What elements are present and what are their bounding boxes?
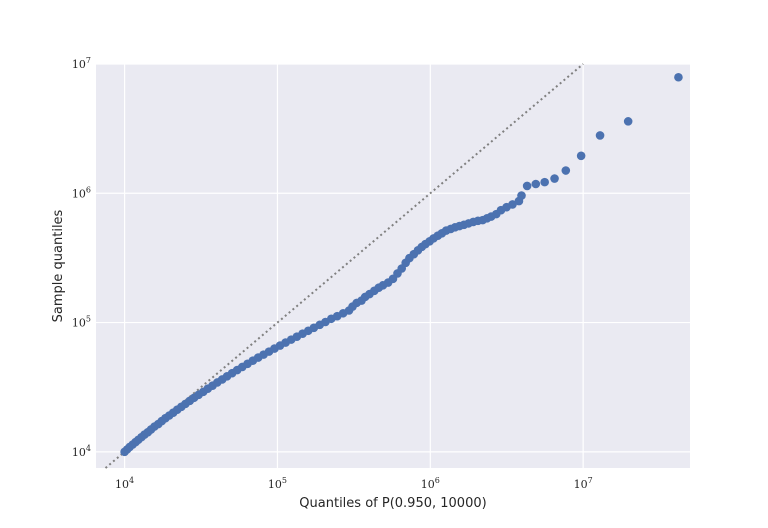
x-tick-label: 106 — [421, 476, 440, 491]
data-point — [561, 166, 571, 175]
data-point — [550, 174, 559, 183]
y-tick-label: 104 — [72, 444, 91, 459]
data-point — [517, 191, 526, 200]
data-point — [531, 179, 541, 189]
x-tick-labels: 104 105 106 107 — [115, 476, 593, 491]
data-point — [674, 72, 683, 82]
data-point — [595, 131, 605, 140]
reference-line — [104, 63, 584, 469]
data-point — [508, 200, 517, 209]
x-tick-label: 105 — [268, 476, 287, 491]
data-point — [540, 177, 549, 187]
data-point — [623, 117, 633, 126]
y-tick-label: 106 — [72, 185, 91, 200]
y-tick-labels: 104 105 106 107 — [72, 56, 91, 459]
y-axis-label: Sample quantiles — [51, 209, 66, 322]
data-points — [120, 72, 683, 457]
reference-line-group — [104, 63, 584, 469]
x-tick-label: 107 — [574, 476, 593, 491]
data-point — [576, 151, 586, 161]
y-tick-label: 107 — [72, 56, 91, 71]
x-axis-label: Quantiles of P(0.950, 10000) — [299, 496, 486, 511]
data-point — [522, 181, 532, 191]
y-tick-label: 105 — [72, 315, 91, 330]
x-tick-label: 104 — [115, 476, 134, 491]
grid — [96, 63, 690, 468]
